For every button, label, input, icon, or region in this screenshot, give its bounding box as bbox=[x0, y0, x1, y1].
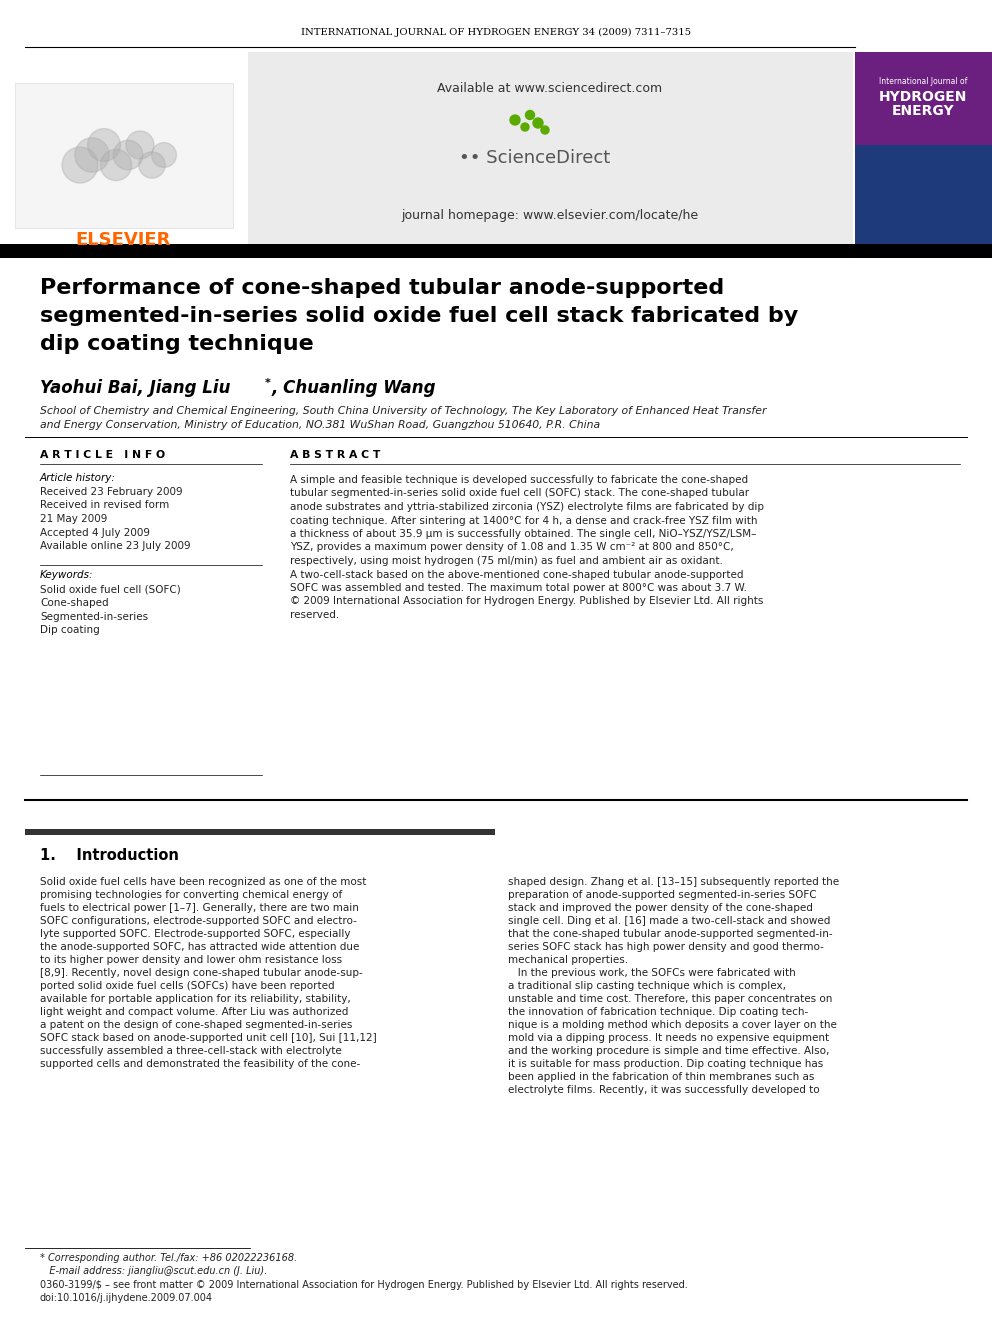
Text: unstable and time cost. Therefore, this paper concentrates on: unstable and time cost. Therefore, this … bbox=[508, 994, 832, 1004]
Text: Solid oxide fuel cells have been recognized as one of the most: Solid oxide fuel cells have been recogni… bbox=[40, 877, 366, 886]
Text: © 2009 International Association for Hydrogen Energy. Published by Elsevier Ltd.: © 2009 International Association for Hyd… bbox=[290, 597, 764, 606]
Text: A simple and feasible technique is developed successfully to fabricate the cone-: A simple and feasible technique is devel… bbox=[290, 475, 748, 486]
Text: been applied in the fabrication of thin membranes such as: been applied in the fabrication of thin … bbox=[508, 1072, 814, 1082]
Text: that the cone-shaped tubular anode-supported segmented-in-: that the cone-shaped tubular anode-suppo… bbox=[508, 929, 832, 939]
Text: Performance of cone-shaped tubular anode-supported: Performance of cone-shaped tubular anode… bbox=[40, 278, 724, 298]
Circle shape bbox=[152, 143, 177, 168]
Text: In the previous work, the SOFCs were fabricated with: In the previous work, the SOFCs were fab… bbox=[508, 968, 796, 978]
Text: SOFC configurations, electrode-supported SOFC and electro-: SOFC configurations, electrode-supported… bbox=[40, 916, 357, 926]
Text: Article history:: Article history: bbox=[40, 474, 116, 483]
Text: •• ScienceDirect: •• ScienceDirect bbox=[459, 149, 611, 167]
Text: dip coating technique: dip coating technique bbox=[40, 333, 313, 355]
Text: YSZ, provides a maximum power density of 1.08 and 1.35 W cm⁻² at 800 and 850°C,: YSZ, provides a maximum power density of… bbox=[290, 542, 734, 553]
Text: Solid oxide fuel cell (SOFC): Solid oxide fuel cell (SOFC) bbox=[40, 585, 181, 594]
Text: the anode-supported SOFC, has attracted wide attention due: the anode-supported SOFC, has attracted … bbox=[40, 942, 359, 953]
Text: *: * bbox=[265, 378, 271, 388]
Circle shape bbox=[139, 152, 166, 179]
Text: ENERGY: ENERGY bbox=[892, 105, 954, 118]
Text: it is suitable for mass production. Dip coating technique has: it is suitable for mass production. Dip … bbox=[508, 1058, 823, 1069]
Bar bbox=[25, 830, 495, 835]
Text: series SOFC stack has high power density and good thermo-: series SOFC stack has high power density… bbox=[508, 942, 824, 953]
Text: supported cells and demonstrated the feasibility of the cone-: supported cells and demonstrated the fea… bbox=[40, 1058, 360, 1069]
Text: nique is a molding method which deposits a cover layer on the: nique is a molding method which deposits… bbox=[508, 1020, 837, 1031]
Text: a traditional slip casting technique which is complex,: a traditional slip casting technique whi… bbox=[508, 980, 786, 991]
Text: , Chuanling Wang: , Chuanling Wang bbox=[272, 378, 436, 397]
Text: E-mail address: jiangliu@scut.edu.cn (J. Liu).: E-mail address: jiangliu@scut.edu.cn (J.… bbox=[40, 1266, 267, 1275]
Text: mold via a dipping process. It needs no expensive equipment: mold via a dipping process. It needs no … bbox=[508, 1033, 829, 1043]
Circle shape bbox=[113, 140, 143, 169]
Circle shape bbox=[510, 115, 520, 124]
Text: and Energy Conservation, Ministry of Education, NO.381 WuShan Road, Guangzhou 51: and Energy Conservation, Ministry of Edu… bbox=[40, 419, 600, 430]
Text: coating technique. After sintering at 1400°C for 4 h, a dense and crack-free YSZ: coating technique. After sintering at 14… bbox=[290, 516, 758, 525]
Text: mechanical properties.: mechanical properties. bbox=[508, 955, 628, 964]
Text: Yaohui Bai, Jiang Liu: Yaohui Bai, Jiang Liu bbox=[40, 378, 230, 397]
Text: light weight and compact volume. After Liu was authorized: light weight and compact volume. After L… bbox=[40, 1007, 348, 1017]
Text: lyte supported SOFC. Electrode-supported SOFC, especially: lyte supported SOFC. Electrode-supported… bbox=[40, 929, 350, 939]
Text: Available at www.sciencedirect.com: Available at www.sciencedirect.com bbox=[437, 82, 663, 94]
Text: 0360-3199/$ – see front matter © 2009 International Association for Hydrogen Ene: 0360-3199/$ – see front matter © 2009 In… bbox=[40, 1279, 687, 1290]
Text: single cell. Ding et al. [16] made a two-cell-stack and showed: single cell. Ding et al. [16] made a two… bbox=[508, 916, 830, 926]
Circle shape bbox=[541, 126, 549, 134]
Text: School of Chemistry and Chemical Engineering, South China University of Technolo: School of Chemistry and Chemical Enginee… bbox=[40, 406, 767, 415]
Text: INTERNATIONAL JOURNAL OF HYDROGEN ENERGY 34 (2009) 7311–7315: INTERNATIONAL JOURNAL OF HYDROGEN ENERGY… bbox=[301, 28, 691, 37]
Text: fuels to electrical power [1–7]. Generally, there are two main: fuels to electrical power [1–7]. General… bbox=[40, 904, 359, 913]
Text: tubular segmented-in-series solid oxide fuel cell (SOFC) stack. The cone-shaped : tubular segmented-in-series solid oxide … bbox=[290, 488, 749, 499]
Text: segmented-in-series solid oxide fuel cell stack fabricated by: segmented-in-series solid oxide fuel cel… bbox=[40, 306, 799, 325]
Bar bbox=[855, 146, 992, 245]
Text: SOFC stack based on anode-supported unit cell [10], Sui [11,12]: SOFC stack based on anode-supported unit… bbox=[40, 1033, 377, 1043]
Text: successfully assembled a three-cell-stack with electrolyte: successfully assembled a three-cell-stac… bbox=[40, 1046, 342, 1056]
Text: a thickness of about 35.9 μm is successfully obtained. The single cell, NiO–YSZ/: a thickness of about 35.9 μm is successf… bbox=[290, 529, 756, 538]
Text: a patent on the design of cone-shaped segmented-in-series: a patent on the design of cone-shaped se… bbox=[40, 1020, 352, 1031]
Text: stack and improved the power density of the cone-shaped: stack and improved the power density of … bbox=[508, 904, 812, 913]
Circle shape bbox=[100, 149, 132, 181]
Bar bbox=[248, 52, 853, 245]
Text: Segmented-in-series: Segmented-in-series bbox=[40, 611, 148, 622]
Circle shape bbox=[533, 118, 543, 128]
Text: 1.    Introduction: 1. Introduction bbox=[40, 848, 179, 863]
Circle shape bbox=[87, 128, 120, 161]
Text: shaped design. Zhang et al. [13–15] subsequently reported the: shaped design. Zhang et al. [13–15] subs… bbox=[508, 877, 839, 886]
Text: to its higher power density and lower ohm resistance loss: to its higher power density and lower oh… bbox=[40, 955, 342, 964]
Text: A two-cell-stack based on the above-mentioned cone-shaped tubular anode-supporte: A two-cell-stack based on the above-ment… bbox=[290, 569, 743, 579]
Text: preparation of anode-supported segmented-in-series SOFC: preparation of anode-supported segmented… bbox=[508, 890, 816, 900]
Text: Accepted 4 July 2009: Accepted 4 July 2009 bbox=[40, 528, 150, 537]
Text: promising technologies for converting chemical energy of: promising technologies for converting ch… bbox=[40, 890, 342, 900]
Text: ported solid oxide fuel cells (SOFCs) have been reported: ported solid oxide fuel cells (SOFCs) ha… bbox=[40, 980, 334, 991]
Bar bbox=[15, 83, 233, 228]
Bar bbox=[0, 52, 248, 245]
Text: Received in revised form: Received in revised form bbox=[40, 500, 170, 511]
Text: A B S T R A C T: A B S T R A C T bbox=[290, 450, 380, 460]
Text: and the working procedure is simple and time effective. Also,: and the working procedure is simple and … bbox=[508, 1046, 829, 1056]
Text: 21 May 2009: 21 May 2009 bbox=[40, 515, 107, 524]
Bar bbox=[855, 52, 992, 146]
Text: Received 23 February 2009: Received 23 February 2009 bbox=[40, 487, 183, 497]
Text: Available online 23 July 2009: Available online 23 July 2009 bbox=[40, 541, 190, 550]
Circle shape bbox=[74, 138, 109, 172]
Text: HYDROGEN: HYDROGEN bbox=[879, 90, 967, 105]
Text: Cone-shaped: Cone-shaped bbox=[40, 598, 109, 609]
Circle shape bbox=[62, 147, 98, 183]
Text: A R T I C L E   I N F O: A R T I C L E I N F O bbox=[40, 450, 165, 460]
Text: respectively, using moist hydrogen (75 ml/min) as fuel and ambient air as oxidan: respectively, using moist hydrogen (75 m… bbox=[290, 556, 723, 566]
Circle shape bbox=[126, 131, 154, 159]
Text: * Corresponding author. Tel./fax: +86 02022236168.: * Corresponding author. Tel./fax: +86 02… bbox=[40, 1253, 298, 1263]
Bar bbox=[0, 243, 992, 258]
Text: [8,9]. Recently, novel design cone-shaped tubular anode-sup-: [8,9]. Recently, novel design cone-shape… bbox=[40, 968, 363, 978]
Text: doi:10.1016/j.ijhydene.2009.07.004: doi:10.1016/j.ijhydene.2009.07.004 bbox=[40, 1293, 213, 1303]
Text: ELSEVIER: ELSEVIER bbox=[75, 232, 171, 249]
Text: available for portable application for its reliability, stability,: available for portable application for i… bbox=[40, 994, 351, 1004]
Circle shape bbox=[521, 123, 529, 131]
Text: International Journal of: International Journal of bbox=[879, 78, 967, 86]
Text: electrolyte films. Recently, it was successfully developed to: electrolyte films. Recently, it was succ… bbox=[508, 1085, 819, 1095]
Text: Dip coating: Dip coating bbox=[40, 624, 100, 635]
Text: SOFC was assembled and tested. The maximum total power at 800°C was about 3.7 W.: SOFC was assembled and tested. The maxim… bbox=[290, 583, 747, 593]
Text: anode substrates and yttria-stabilized zirconia (YSZ) electrolyte films are fabr: anode substrates and yttria-stabilized z… bbox=[290, 501, 764, 512]
Text: reserved.: reserved. bbox=[290, 610, 339, 620]
Circle shape bbox=[526, 111, 535, 119]
Text: journal homepage: www.elsevier.com/locate/he: journal homepage: www.elsevier.com/locat… bbox=[402, 209, 698, 221]
Text: the innovation of fabrication technique. Dip coating tech-: the innovation of fabrication technique.… bbox=[508, 1007, 808, 1017]
Text: Keywords:: Keywords: bbox=[40, 570, 93, 581]
